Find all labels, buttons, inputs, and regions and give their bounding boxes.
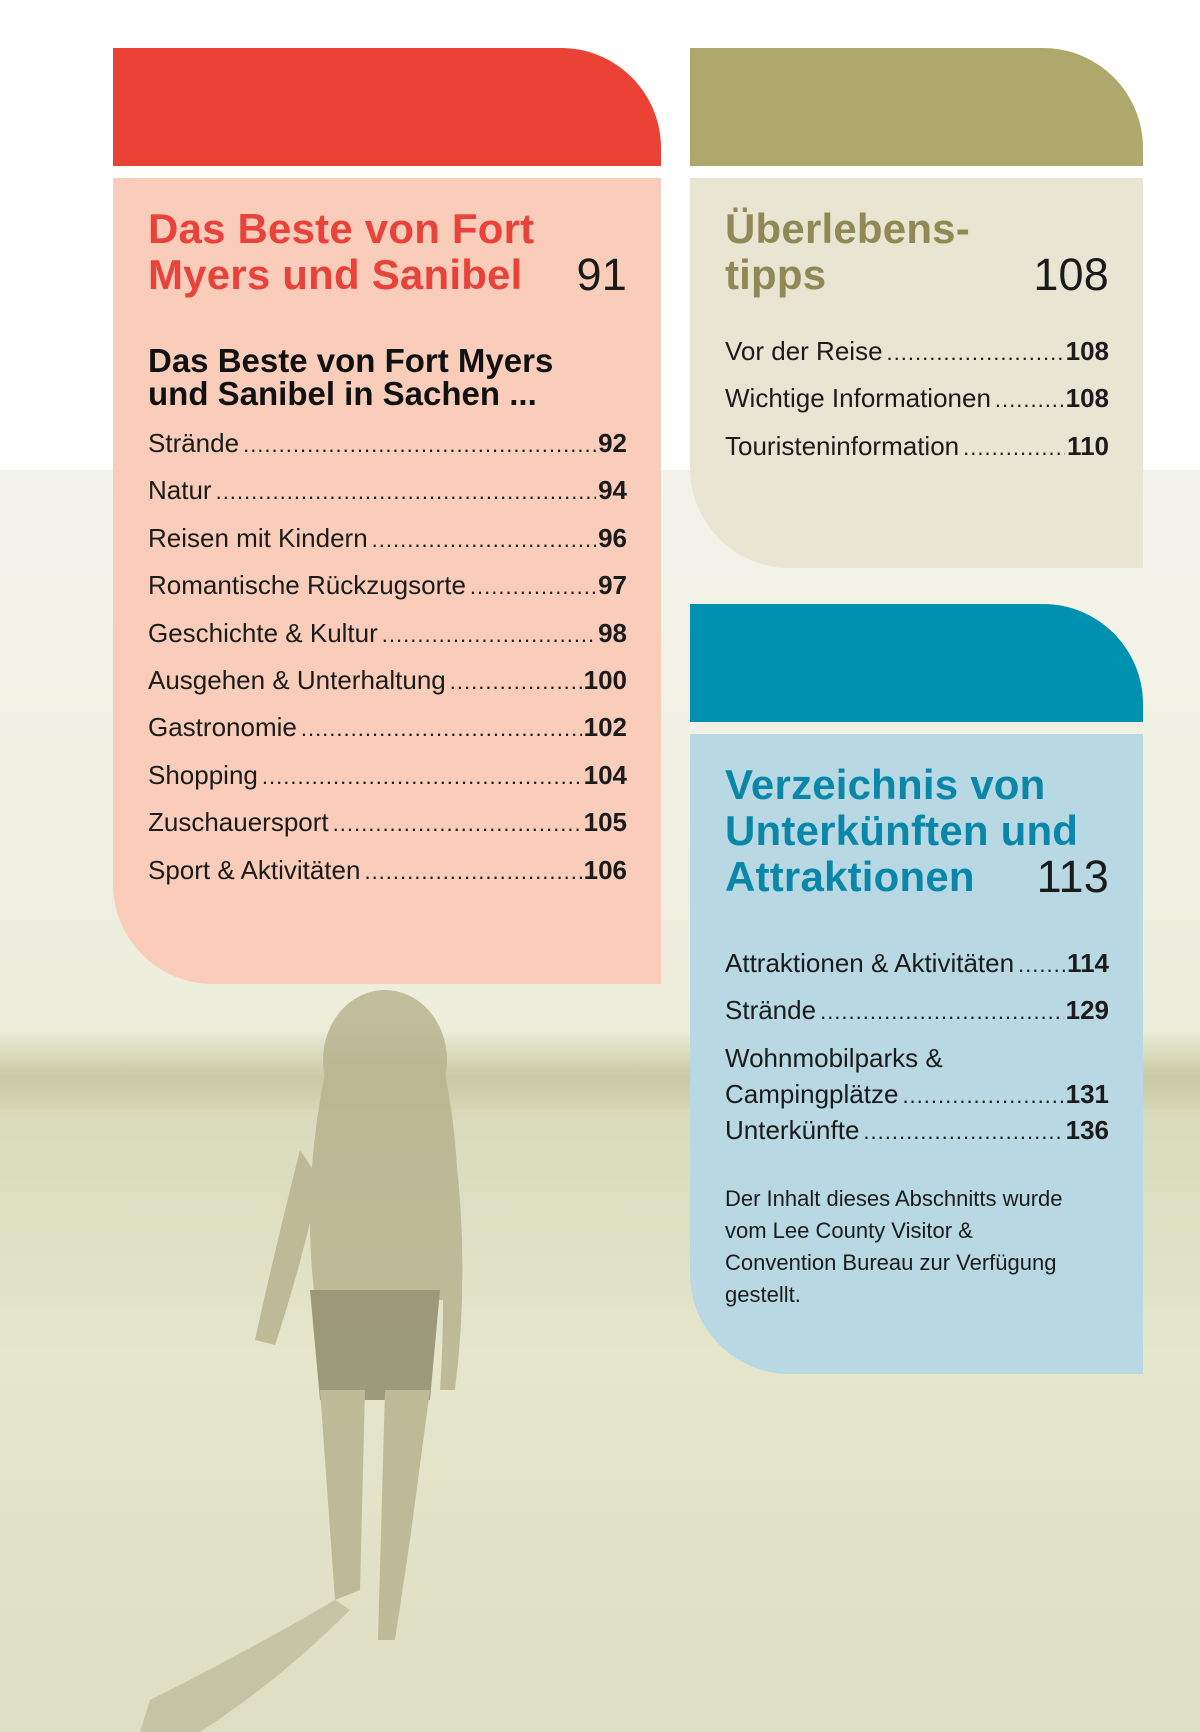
toc-entry[interactable]: Ausgehen & Unterhaltung 100	[148, 665, 627, 712]
toc-entry[interactable]: Natur 94	[148, 475, 627, 522]
section-best-title: Das Beste von Fort Myers und Sanibel 91	[148, 206, 627, 298]
leader-dots	[963, 435, 1065, 461]
section-directory-page[interactable]: 113	[1036, 851, 1109, 902]
toc-entry-label: Strände	[148, 428, 240, 458]
section-survival-header-bar	[690, 48, 1143, 166]
toc-entry-label: Strände	[725, 995, 817, 1026]
toc-entry-label: Reisen mit Kindern	[148, 522, 368, 553]
toc-entry-page: 136	[1065, 1114, 1109, 1145]
leader-dots	[902, 1083, 1063, 1109]
toc-entry-page: 129	[1065, 995, 1109, 1026]
toc-entry-label: Romantische Rückzugsorte	[148, 570, 466, 601]
toc-entry-label: Zuschauersport	[148, 807, 329, 838]
toc-entry[interactable]: Strände 92	[148, 428, 627, 475]
section-directory-panel: Verzeichnis von Unterkünften und Attrakt…	[690, 734, 1143, 1374]
toc-entry-label: Natur	[148, 475, 212, 506]
section-best-header-bar	[113, 48, 661, 166]
section-survival-toc: Vor der Reise 108 Wichtige Informationen 1…	[725, 336, 1109, 478]
toc-entry-page: 131	[1065, 1078, 1109, 1109]
section-best-page[interactable]: 91	[576, 249, 627, 300]
section-survival-title-line2: tipps	[725, 251, 827, 298]
toc-entry-page: 100	[583, 664, 627, 695]
toc-entry-page: 102	[583, 712, 627, 743]
section-survival-page[interactable]: 108	[1033, 249, 1109, 300]
toc-entry-page: 114	[1067, 948, 1109, 978]
section-directory-title-line3: Attraktionen	[725, 853, 975, 900]
leader-dots	[995, 387, 1064, 413]
toc-entry[interactable]: Sport & Aktivitäten 106	[148, 855, 627, 902]
toc-entry-label: Unterkünfte	[725, 1114, 860, 1145]
section-directory-toc: Attraktionen & Aktivitäten 114 Strände 129…	[725, 948, 1109, 1155]
section-best-panel: Das Beste von Fort Myers und Sanibel 91 …	[113, 178, 661, 984]
leader-dots	[364, 859, 581, 885]
section-survival-panel: Überlebens- tipps 108 Vor der Reise 108 W…	[690, 178, 1143, 568]
toc-entry[interactable]: Romantische Rückzugsorte 97	[148, 570, 627, 617]
leader-dots	[301, 716, 582, 742]
toc-entry-page: 97	[598, 570, 627, 601]
subheading-line1: Das Beste von Fort Myers	[148, 342, 554, 379]
toc-entry-label: Ausgehen & Unterhaltung	[148, 664, 446, 695]
toc-entry[interactable]: Gastronomie 102	[148, 712, 627, 759]
toc-entry-page: 110	[1067, 430, 1109, 461]
toc-entry-page: 106	[583, 854, 627, 885]
leader-dots	[820, 999, 1064, 1025]
section-best-subheading: Das Beste von Fort Myers und Sanibel in …	[148, 344, 627, 410]
leader-dots	[470, 574, 596, 600]
toc-entry-label-line1: Wohnmobilparks &	[725, 1042, 943, 1073]
section-best-title-line2: Myers und Sanibel	[148, 251, 523, 298]
toc-entry-page: 94	[598, 475, 627, 506]
section-directory-title-line1: Verzeichnis von	[725, 761, 1046, 808]
toc-entry[interactable]: Attraktionen & Aktivitäten 114	[725, 948, 1109, 995]
toc-entry[interactable]: Touristeninformation 110	[725, 431, 1109, 478]
leader-dots	[1018, 952, 1065, 978]
toc-entry-label: Sport & Aktivitäten	[148, 854, 361, 885]
toc-entry-page: 104	[583, 759, 627, 790]
leader-dots	[243, 432, 596, 458]
section-directory-title-line2: Unterkünften und	[725, 807, 1079, 854]
subheading-line2: und Sanibel in Sachen ...	[148, 375, 537, 412]
section-directory-header-bar	[690, 604, 1143, 722]
toc-entry-label: Wichtige Informationen	[725, 383, 991, 414]
toc-entry[interactable]: Reisen mit Kindern 96	[148, 523, 627, 570]
leader-dots	[372, 527, 596, 553]
toc-entry[interactable]: Strände 129	[725, 995, 1109, 1042]
leader-dots	[450, 669, 582, 695]
section-survival-title: Überlebens- tipps 108	[725, 206, 1109, 298]
leader-dots	[382, 622, 596, 648]
toc-entry[interactable]: Wichtige Informationen 108	[725, 383, 1109, 430]
leader-dots	[262, 764, 582, 790]
toc-entry[interactable]: Vor der Reise 108	[725, 336, 1109, 383]
toc-entry-page: 108	[1065, 336, 1109, 366]
toc-entry-page: 92	[598, 428, 627, 458]
toc-entry-page: 108	[1065, 383, 1109, 414]
toc-entry-label: Touristeninformation	[725, 430, 960, 461]
leader-dots	[887, 340, 1064, 366]
toc-entry-page: 98	[598, 617, 627, 648]
section-survival-title-line1: Überlebens-	[725, 205, 970, 252]
toc-entry[interactable]: Wohnmobilparks & Campingplätze 131	[725, 1043, 1109, 1115]
section-best-toc: Strände 92 Natur 94 Reisen mit Kindern 96 R…	[148, 428, 627, 902]
toc-entry[interactable]: Unterkünfte 136	[725, 1115, 1109, 1155]
toc-entry[interactable]: Geschichte & Kultur 98	[148, 618, 627, 665]
toc-entry-page: 105	[583, 807, 627, 838]
toc-entry-label: Geschichte & Kultur	[148, 617, 378, 648]
toc-entry-label: Attraktionen & Aktivitäten	[725, 948, 1015, 978]
leader-dots	[333, 811, 582, 837]
toc-entry[interactable]: Zuschauersport 105	[148, 807, 627, 854]
toc-entry-label-line2: Campingplätze	[725, 1078, 899, 1109]
toc-entry-label: Vor der Reise	[725, 336, 883, 366]
toc-entry[interactable]: Shopping 104	[148, 760, 627, 807]
section-best-title-line1: Das Beste von Fort	[148, 205, 535, 252]
section-directory-title: Verzeichnis von Unterkünften und Attrakt…	[725, 762, 1109, 900]
toc-entry-page: 96	[598, 522, 627, 553]
leader-dots	[863, 1119, 1063, 1145]
toc-entry-label: Gastronomie	[148, 712, 297, 743]
section-directory-note: Der Inhalt dieses Abschnitts wurde vom L…	[725, 1185, 1063, 1307]
toc-entry-label: Shopping	[148, 759, 258, 790]
leader-dots	[216, 479, 597, 505]
